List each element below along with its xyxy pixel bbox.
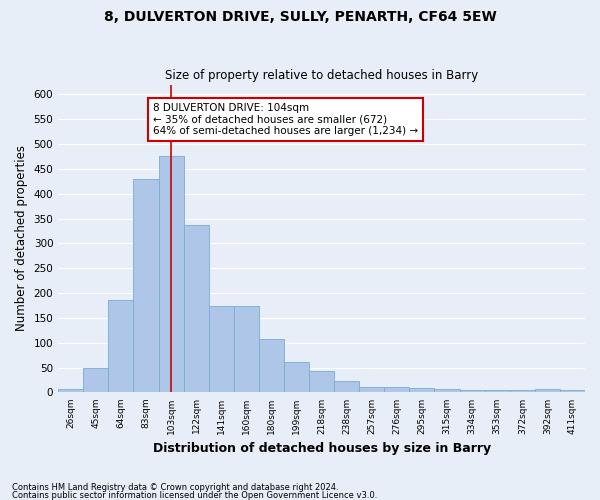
Bar — [158, 156, 184, 392]
Bar — [334, 380, 359, 392]
Text: 8 DULVERTON DRIVE: 104sqm
← 35% of detached houses are smaller (672)
64% of semi: 8 DULVERTON DRIVE: 104sqm ← 35% of detac… — [153, 103, 418, 136]
Text: 8, DULVERTON DRIVE, SULLY, PENARTH, CF64 5EW: 8, DULVERTON DRIVE, SULLY, PENARTH, CF64… — [104, 10, 496, 24]
X-axis label: Distribution of detached houses by size in Barry: Distribution of detached houses by size … — [152, 442, 491, 455]
Bar — [259, 340, 284, 392]
Bar — [535, 390, 560, 392]
Bar — [58, 390, 83, 392]
Bar — [83, 368, 109, 392]
Bar — [133, 179, 158, 392]
Text: Contains HM Land Registry data © Crown copyright and database right 2024.: Contains HM Land Registry data © Crown c… — [12, 484, 338, 492]
Bar — [485, 390, 510, 392]
Title: Size of property relative to detached houses in Barry: Size of property relative to detached ho… — [165, 69, 478, 82]
Bar — [434, 389, 460, 392]
Bar — [385, 387, 409, 392]
Y-axis label: Number of detached properties: Number of detached properties — [15, 146, 28, 332]
Bar — [284, 362, 309, 392]
Bar — [409, 388, 434, 392]
Bar — [510, 390, 535, 392]
Bar — [184, 224, 209, 392]
Bar — [309, 370, 334, 392]
Text: Contains public sector information licensed under the Open Government Licence v3: Contains public sector information licen… — [12, 490, 377, 500]
Bar — [560, 390, 585, 392]
Bar — [234, 306, 259, 392]
Bar — [359, 387, 385, 392]
Bar — [460, 390, 485, 392]
Bar — [209, 306, 234, 392]
Bar — [109, 300, 133, 392]
